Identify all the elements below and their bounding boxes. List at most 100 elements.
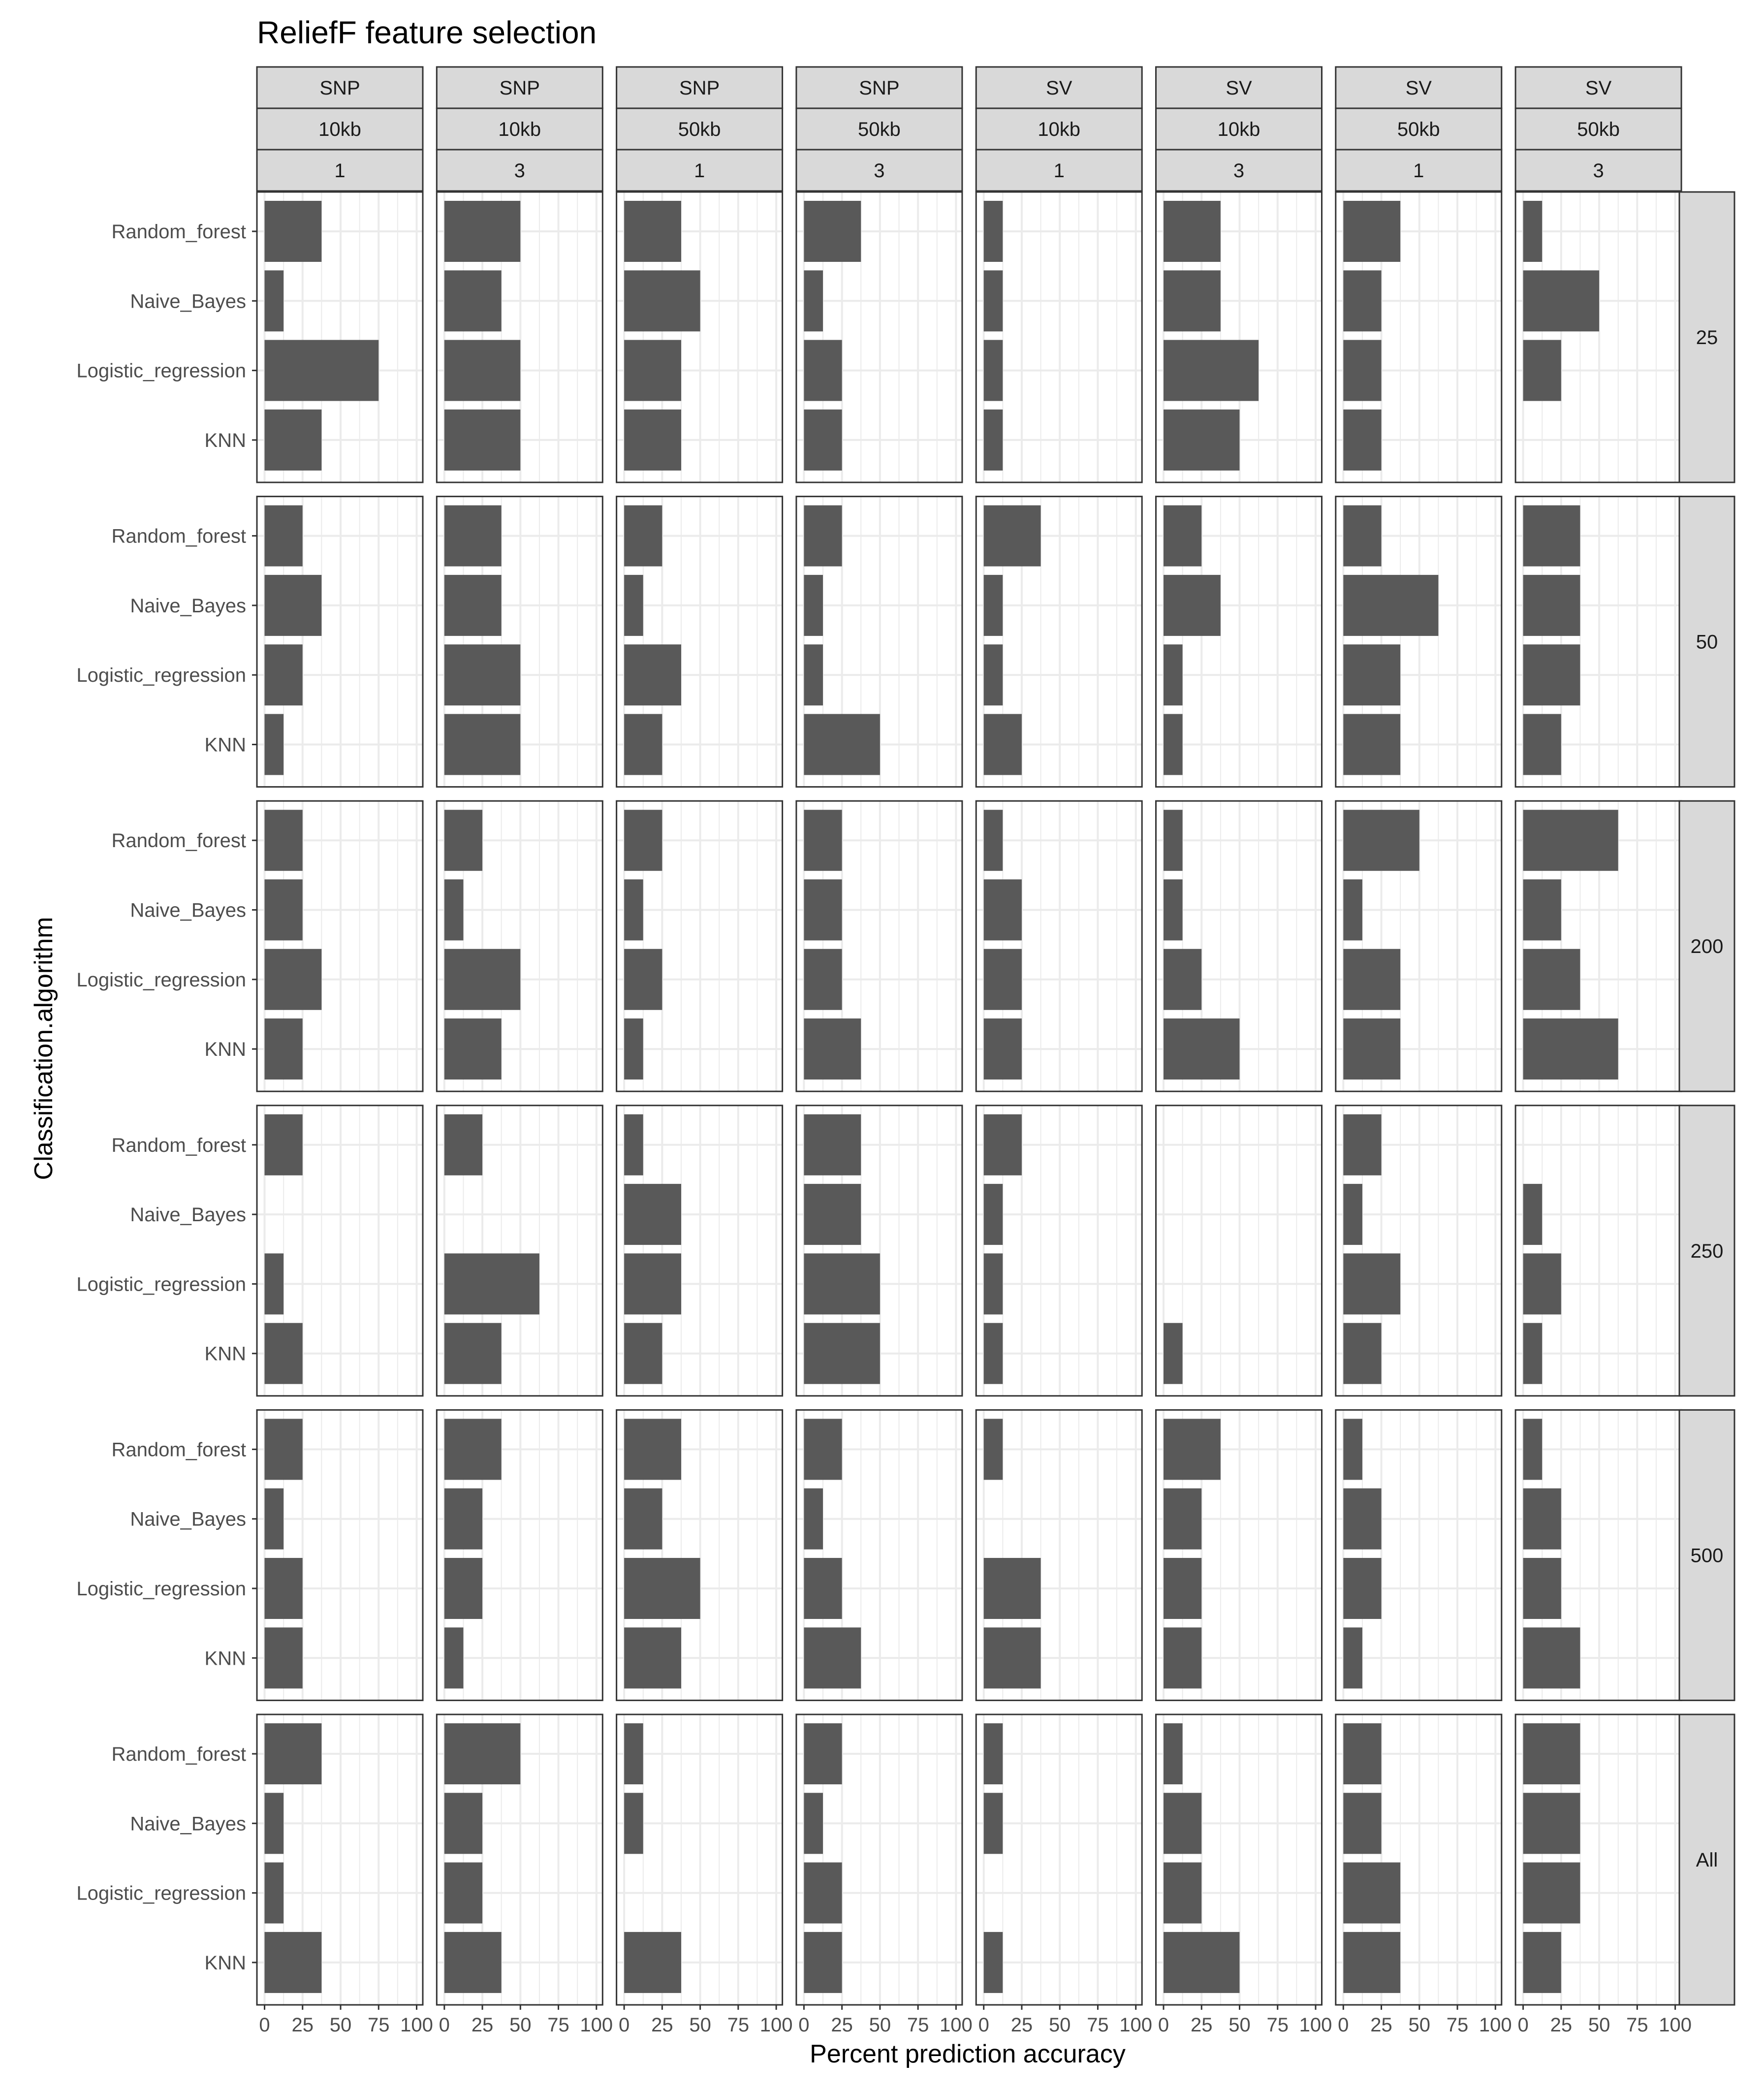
bar [444, 1793, 483, 1854]
facet-panel [256, 1409, 424, 1701]
bar [1523, 505, 1580, 567]
column-strip-box [256, 66, 424, 109]
bar [804, 270, 823, 332]
facet-panel [795, 800, 963, 1092]
y-tick-label: KNN [205, 430, 246, 451]
bar [624, 505, 662, 567]
column-strip: SV [1155, 66, 1323, 109]
bar [1164, 270, 1221, 332]
facet-panel [616, 1713, 784, 2006]
row-strip-box [1678, 800, 1735, 1092]
column-strip-label: SNP [679, 77, 720, 99]
column-strip-box [1155, 107, 1323, 151]
column-strip: SNP [256, 66, 424, 109]
bar [444, 644, 521, 706]
facet-panel [1335, 191, 1503, 483]
bar [1343, 409, 1382, 471]
y-tick-label: KNN [205, 1039, 246, 1060]
column-strip-box [1335, 107, 1503, 151]
facet-panel [795, 1713, 963, 2006]
column-strip: SV [975, 66, 1143, 109]
bar [804, 340, 842, 401]
x-tick-label: 75 [1626, 2014, 1648, 2036]
bar [1164, 1793, 1202, 1854]
column-strip: 1 [616, 149, 784, 192]
x-tick-label: 75 [368, 2014, 390, 2036]
row-strip: All [1678, 1713, 1735, 2006]
bar [1343, 1793, 1382, 1854]
y-tick-label: KNN [205, 1952, 246, 1974]
x-tick-label: 100 [940, 2014, 973, 2036]
bar [264, 409, 322, 471]
facet-panel [975, 191, 1143, 483]
facet-panel [975, 1713, 1143, 2006]
bar [1523, 1184, 1543, 1245]
bar [1164, 1488, 1202, 1550]
y-axis-title: Classification.algorithm [30, 917, 58, 1180]
bar [1164, 879, 1183, 941]
column-strip-box [616, 149, 784, 192]
facet-panel [616, 496, 784, 788]
x-tick-label: 50 [869, 2014, 891, 2036]
panel-border [256, 1409, 424, 1701]
column-strip-box [256, 107, 424, 151]
row-strip-box [1678, 1713, 1735, 2006]
bar [1523, 810, 1618, 871]
facet-panel [795, 191, 963, 483]
bar [1164, 810, 1183, 871]
x-tick-label: 25 [651, 2014, 673, 2036]
x-tick-label: 0 [1517, 2014, 1528, 2036]
bar [804, 1488, 823, 1550]
bar [1343, 1723, 1382, 1784]
bar [804, 1114, 861, 1175]
bar [264, 1558, 303, 1619]
bar [444, 1932, 502, 1993]
bar [983, 810, 1003, 871]
panel-border [616, 496, 784, 788]
bar [1164, 574, 1221, 636]
column-strip: 1 [975, 149, 1143, 192]
bar [264, 1627, 303, 1689]
panel-border [1335, 800, 1503, 1092]
row-strip: 50 [1678, 496, 1735, 788]
bar [804, 1862, 842, 1924]
bar [624, 1558, 700, 1619]
x-tick-label: 25 [1550, 2014, 1573, 2036]
bar [444, 201, 521, 262]
bar [624, 644, 681, 706]
bar [444, 879, 464, 941]
bar [624, 574, 643, 636]
y-tick-label: Naive_Bayes [130, 1509, 246, 1530]
bar [624, 1627, 681, 1689]
y-tick-label: Random_forest [112, 1135, 246, 1156]
panel-border [616, 191, 784, 483]
bar [983, 1627, 1041, 1689]
row-strip-box [1678, 496, 1735, 788]
y-tick-label: Logistic_regression [76, 969, 246, 991]
bar [1523, 1862, 1580, 1924]
column-strip-label: SV [1406, 77, 1432, 99]
row-strip: 250 [1678, 1105, 1735, 1397]
bar [1164, 1627, 1202, 1689]
bar [804, 714, 880, 775]
bar [444, 1723, 521, 1784]
column-strip: 10kb [436, 107, 603, 151]
facet-panel [975, 1105, 1143, 1397]
y-tick-label: Naive_Bayes [130, 900, 246, 921]
column-strip-box [1514, 66, 1682, 109]
facet-panel [256, 191, 424, 483]
panel-border [1155, 1105, 1323, 1397]
bar [264, 1018, 303, 1080]
y-tick-label: KNN [205, 1343, 246, 1365]
bar [1343, 1627, 1362, 1689]
bar [444, 1323, 502, 1384]
column-strip: 3 [795, 149, 963, 192]
bar [1164, 340, 1259, 401]
bar [264, 949, 322, 1010]
bar [624, 1184, 681, 1245]
column-strip-label: 3 [1593, 160, 1604, 182]
bar [1343, 1253, 1401, 1315]
bar [264, 1253, 284, 1315]
bar [1164, 1723, 1183, 1784]
bar [624, 810, 662, 871]
